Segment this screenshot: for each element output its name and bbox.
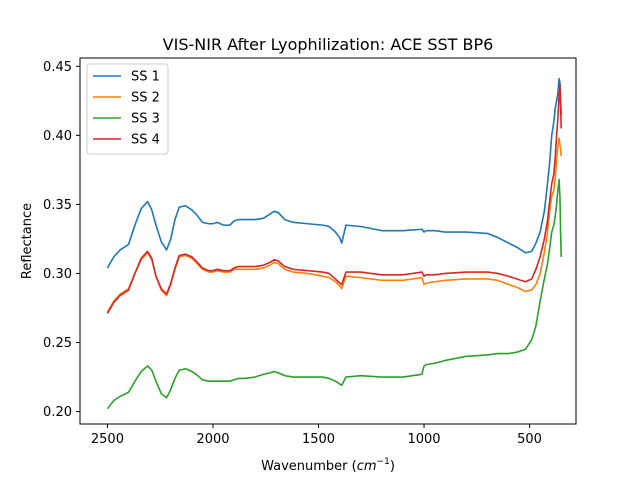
x-tick-label: 500 <box>517 432 542 447</box>
legend-label-2: SS 2 <box>131 91 160 106</box>
y-axis: 0.20 0.25 0.30 0.35 0.40 0.45 <box>43 60 80 420</box>
x-axis-label: Wavenumber (cm−1) <box>261 457 395 474</box>
series-layer <box>106 77 563 410</box>
y-tick-label: 0.45 <box>43 60 72 75</box>
series-line-1 <box>106 77 563 269</box>
y-axis-label: Reflectance <box>20 203 35 279</box>
legend-label-1: SS 1 <box>131 70 160 85</box>
x-tick-label: 1000 <box>407 432 440 447</box>
plot-frame <box>79 57 577 425</box>
series-line-3 <box>106 178 563 410</box>
y-tick-label: 0.40 <box>43 129 72 144</box>
legend: SS 1 SS 2 SS 3 SS 4 <box>86 63 169 155</box>
legend-label-3: SS 3 <box>131 112 160 127</box>
y-tick-label: 0.30 <box>43 267 72 282</box>
chart-title: VIS-NIR After Lyophilization: ACE SST BP… <box>163 35 494 54</box>
series-line-2 <box>106 137 563 313</box>
series-line-4 <box>106 83 563 314</box>
x-axis-label-text: Wavenumber <box>261 459 348 474</box>
legend-label-4: SS 4 <box>131 133 160 148</box>
x-axis-label-unit: cm <box>357 459 377 474</box>
y-tick-label: 0.35 <box>43 198 72 213</box>
x-axis-label-unit-exponent: −1 <box>377 457 390 467</box>
x-axis-label-close: ) <box>390 459 395 474</box>
y-tick-label: 0.25 <box>43 336 72 351</box>
x-axis: 2500 2000 1500 1000 500 <box>91 424 542 447</box>
x-tick-label: 2000 <box>196 432 229 447</box>
legend-entries: SS 1 SS 2 SS 3 SS 4 <box>93 70 160 148</box>
legend-box <box>86 63 169 155</box>
x-tick-label: 1500 <box>302 432 335 447</box>
plot-area <box>79 57 577 425</box>
y-tick-label: 0.20 <box>43 405 72 420</box>
x-tick-label: 2500 <box>91 432 124 447</box>
